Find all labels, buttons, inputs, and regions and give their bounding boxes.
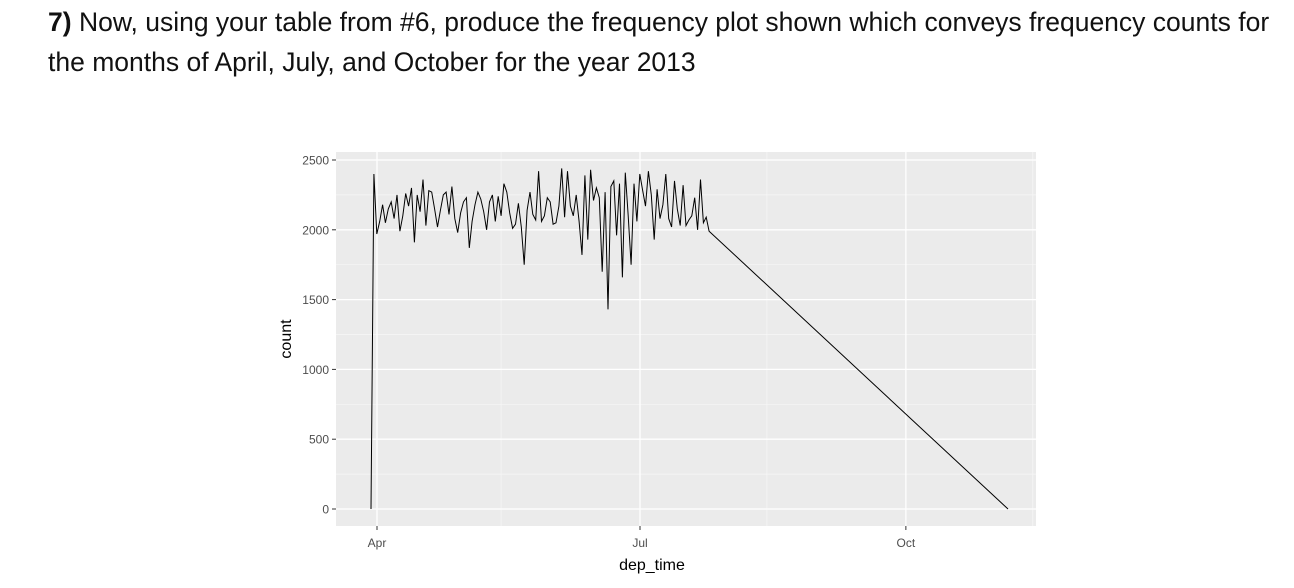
x-tick-label: Apr xyxy=(368,536,387,550)
x-axis: Apr Jul Oct xyxy=(368,526,916,550)
x-tick-label: Oct xyxy=(897,536,916,550)
y-tick-label: 2000 xyxy=(302,223,329,237)
y-tick-label: 0 xyxy=(322,503,329,517)
y-tick-label: 2500 xyxy=(302,154,329,168)
question-number: 7) xyxy=(48,7,72,37)
plot-panel xyxy=(336,152,1036,526)
grid-minor xyxy=(336,152,1036,526)
question-body: Now, using your table from #6, produce t… xyxy=(48,7,1270,77)
y-tick-label: 1000 xyxy=(302,363,329,377)
x-tick-label: Jul xyxy=(632,536,647,550)
x-axis-title: dep_time xyxy=(619,557,685,574)
question-text: 7) Now, using your table from #6, produc… xyxy=(48,2,1278,82)
y-axis: 0 500 1000 1500 2000 2500 xyxy=(302,154,336,517)
y-tick-label: 500 xyxy=(309,433,329,447)
y-axis-title: count xyxy=(278,319,295,359)
y-tick-label: 1500 xyxy=(302,293,329,307)
grid-major xyxy=(336,152,1036,526)
series-line xyxy=(370,168,1009,510)
